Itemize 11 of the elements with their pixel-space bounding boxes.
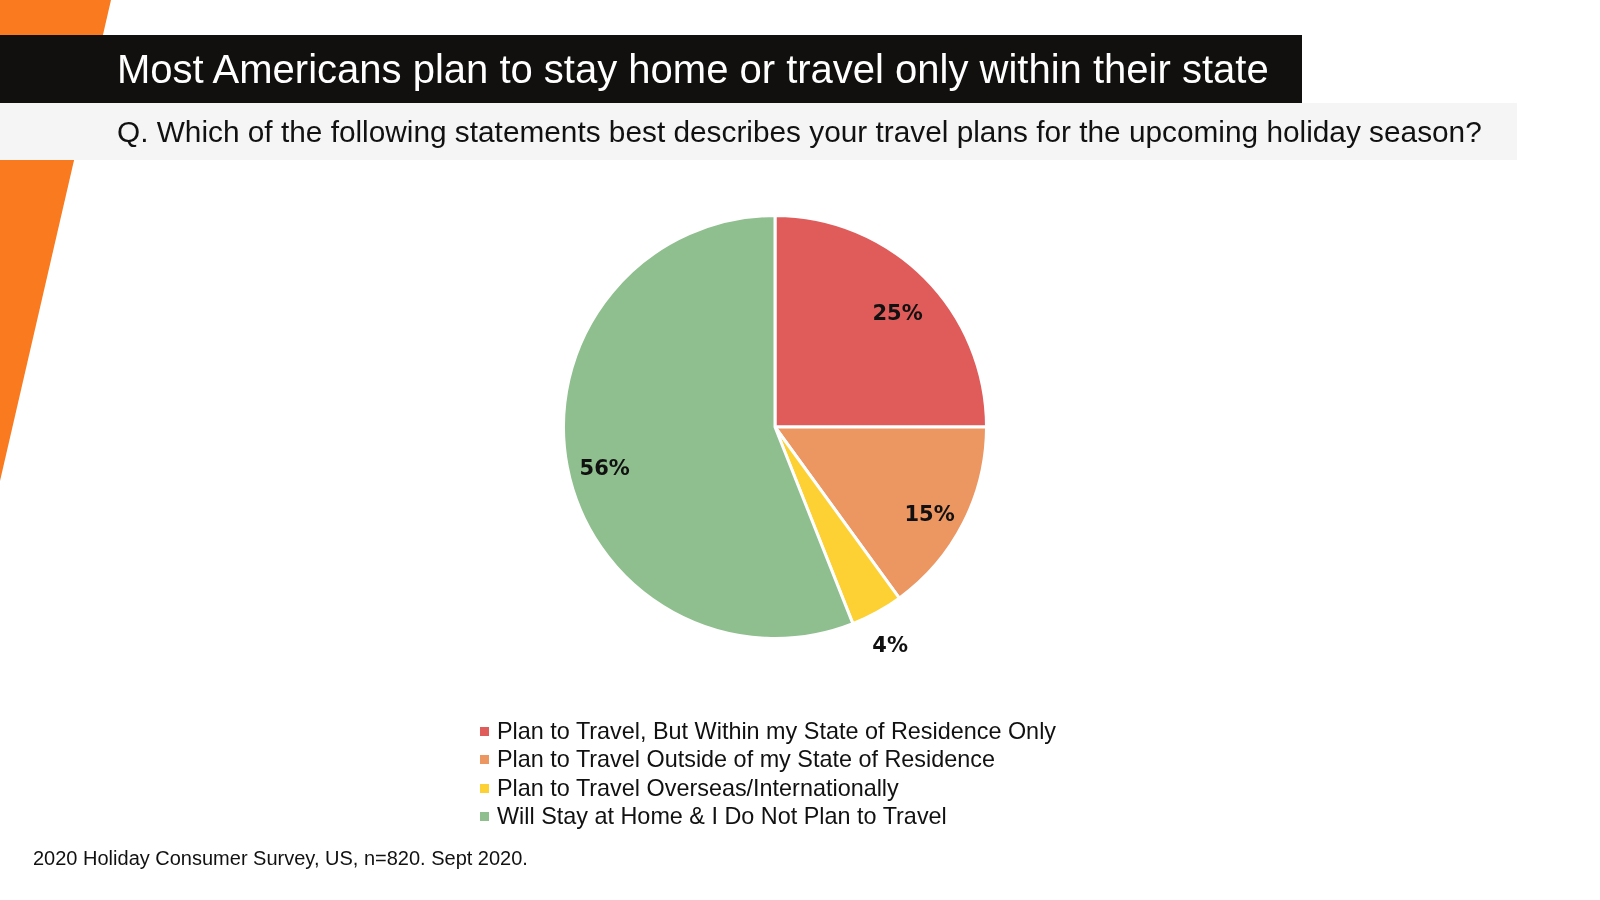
legend-label: Plan to Travel Overseas/Internationally — [497, 774, 899, 802]
data-label: 56% — [579, 455, 630, 480]
data-label: 4% — [872, 632, 908, 657]
text: 2020 Holiday Consumer Survey, US, n=820. Sept 2020. — [33, 847, 528, 870]
legend-label: Plan to Travel Outside of my State of Residence — [497, 746, 995, 774]
data-label: 25% — [872, 300, 923, 325]
legend-label: Plan to Travel, But Within my State of Residence Only — [497, 717, 1057, 745]
chart-subtitle: Q. Which of the following statements best describes your travel plans for the upcoming holiday season? — [117, 114, 1482, 150]
legend-label: Will Stay at Home & I Do Not Plan to Travel — [497, 803, 947, 831]
chart-title: Most Americans plan to stay home or travel only within their state — [117, 46, 1269, 93]
data-label: 15% — [904, 502, 955, 527]
